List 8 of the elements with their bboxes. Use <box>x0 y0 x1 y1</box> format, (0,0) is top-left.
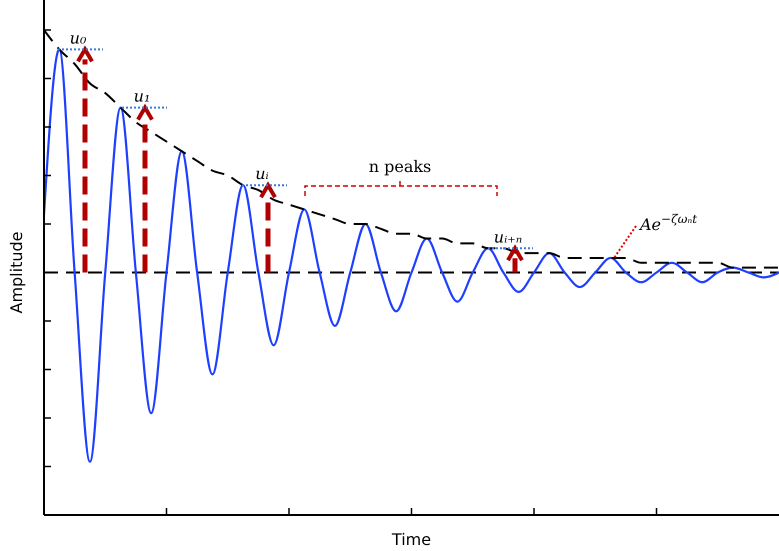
annotation: uᵢ <box>255 164 269 184</box>
annotation: u₁ <box>134 86 150 106</box>
annotation: Ae$^{−ζωₙt}$ <box>638 212 698 234</box>
annotation: uᵢ₊ₙ <box>494 227 522 246</box>
annotation: n peaks <box>368 157 432 176</box>
y-axis-title: Amplitude <box>7 232 26 314</box>
annotation: u₀ <box>70 28 87 48</box>
x-axis-title: Time <box>390 530 432 549</box>
